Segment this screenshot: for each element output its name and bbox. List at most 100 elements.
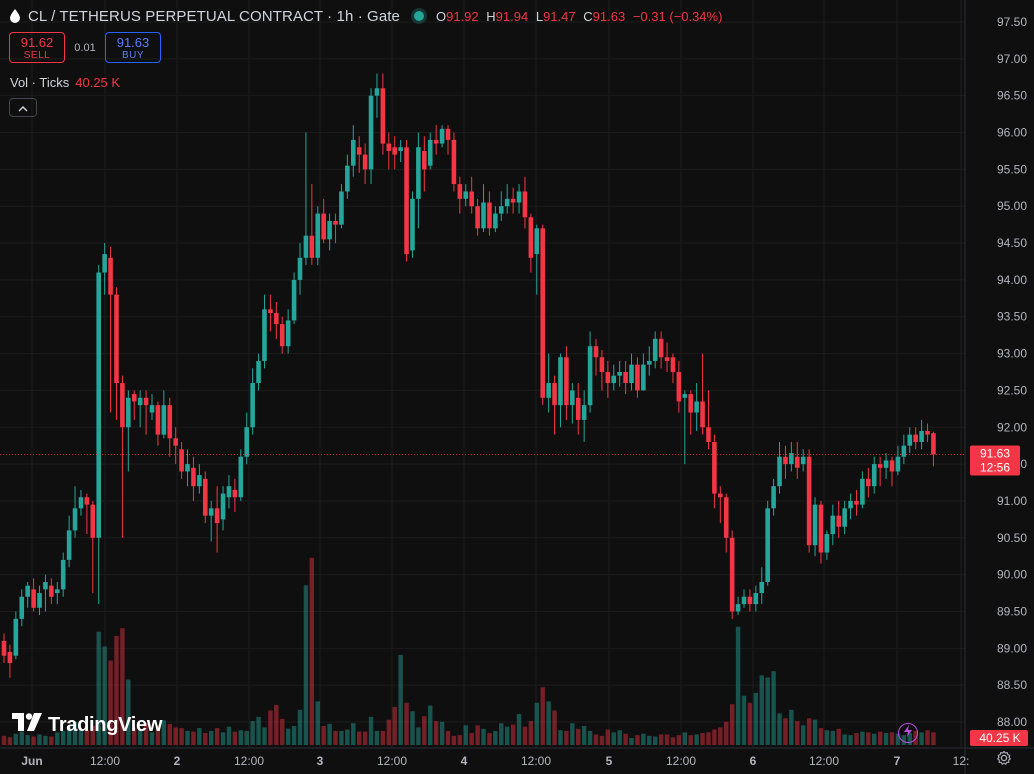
last-price-label: 91.63 bbox=[980, 447, 1010, 461]
candle bbox=[362, 143, 368, 185]
candle bbox=[120, 375, 125, 538]
volume-bar bbox=[315, 701, 320, 745]
candle-body bbox=[49, 585, 54, 597]
symbol-title[interactable]: CL / TETHERUS PERPETUAL CONTRACT · 1h · … bbox=[28, 7, 400, 25]
price-tick-label: 88.00 bbox=[997, 715, 1027, 729]
candle bbox=[617, 360, 622, 387]
candle bbox=[143, 390, 149, 435]
volume-bar bbox=[238, 730, 243, 745]
volume-bar bbox=[451, 735, 457, 745]
volume-bar bbox=[37, 734, 42, 745]
candle-body bbox=[848, 500, 853, 509]
time-tick-label: 3 bbox=[317, 754, 324, 768]
volume-legend[interactable]: Vol · Ticks 40.25 K bbox=[10, 75, 120, 90]
candle-body bbox=[741, 596, 747, 605]
volume-bar bbox=[617, 730, 622, 745]
candle bbox=[214, 486, 220, 553]
volume-bar bbox=[570, 723, 575, 745]
candle bbox=[534, 224, 540, 295]
sell-button[interactable]: 91.62 SELL bbox=[9, 32, 65, 63]
candle bbox=[321, 198, 326, 244]
price-tick-label: 89.00 bbox=[997, 641, 1027, 655]
volume-bar bbox=[540, 687, 545, 745]
time-tick-label: 12:00 bbox=[377, 754, 407, 768]
candle bbox=[558, 353, 563, 428]
volume-bar bbox=[670, 737, 676, 745]
candle bbox=[445, 125, 451, 155]
collapse-legend-button[interactable] bbox=[9, 98, 37, 117]
chart-settings-button[interactable] bbox=[995, 750, 1013, 769]
candle bbox=[794, 442, 800, 479]
candle-body bbox=[635, 364, 640, 391]
market-status-dot bbox=[413, 11, 424, 21]
buy-button[interactable]: 91.63 BUY bbox=[105, 32, 161, 63]
candle-body bbox=[427, 139, 433, 166]
candle-body bbox=[641, 364, 646, 391]
volume-bar bbox=[593, 734, 599, 745]
sell-price: 91.62 bbox=[20, 35, 54, 50]
volume-bar bbox=[493, 730, 498, 745]
candle-body bbox=[605, 372, 611, 384]
volume-legend-label: Vol · Ticks bbox=[10, 75, 70, 90]
volume-bar bbox=[877, 731, 883, 745]
candle-body bbox=[587, 346, 593, 406]
tradingview-logo-text: TradingView bbox=[48, 713, 163, 736]
candle-body bbox=[167, 405, 173, 439]
close-value: 91.63 bbox=[592, 8, 626, 24]
candle-body bbox=[25, 585, 30, 597]
volume-bar bbox=[61, 730, 66, 745]
candle-body bbox=[901, 445, 907, 457]
candle bbox=[771, 478, 776, 516]
candle-body bbox=[540, 228, 546, 398]
candle bbox=[540, 224, 546, 406]
candle bbox=[72, 486, 78, 538]
volume-bar bbox=[658, 734, 664, 745]
candle bbox=[522, 176, 528, 229]
candle bbox=[860, 471, 865, 509]
candle-body bbox=[919, 430, 924, 442]
candle bbox=[309, 184, 315, 266]
volume-bar bbox=[321, 726, 326, 745]
candle-body bbox=[120, 383, 125, 428]
candle-body bbox=[575, 397, 581, 420]
volume-bar bbox=[244, 730, 249, 745]
spread-value: 0.01 bbox=[74, 41, 96, 54]
volume-bar bbox=[108, 660, 113, 745]
price-tick-label: 94.00 bbox=[997, 273, 1027, 287]
volume-bar bbox=[623, 733, 628, 745]
volume-bar bbox=[516, 714, 522, 745]
candle-body bbox=[599, 357, 605, 372]
candle bbox=[688, 390, 694, 435]
candle bbox=[274, 302, 279, 339]
candle-body bbox=[735, 604, 741, 612]
volume-bar bbox=[753, 692, 759, 745]
candle-body bbox=[812, 504, 818, 546]
tradingview-logo[interactable]: TradingView bbox=[12, 713, 162, 737]
volume-bar bbox=[102, 646, 107, 745]
price-axis[interactable]: 97.50 97.00 96.50 96.00 95.50 95.00 94.50 94.00… bbox=[970, 15, 1028, 746]
candle-body bbox=[718, 493, 723, 498]
candle-body bbox=[836, 515, 842, 527]
volume-bar bbox=[700, 733, 705, 745]
candle bbox=[327, 213, 332, 251]
candle-body bbox=[931, 433, 936, 455]
candle bbox=[700, 353, 705, 435]
volume-bar bbox=[599, 735, 605, 745]
volume-bar bbox=[179, 728, 184, 745]
candle bbox=[386, 132, 392, 170]
volume-bar bbox=[114, 635, 119, 745]
candle bbox=[108, 246, 113, 413]
candle-body bbox=[925, 430, 930, 435]
lightning-button[interactable] bbox=[898, 723, 918, 743]
volume-bar bbox=[268, 710, 273, 745]
candle bbox=[889, 456, 895, 487]
volume-bar bbox=[475, 725, 480, 745]
candle-body bbox=[102, 254, 107, 273]
volume-bar bbox=[830, 730, 835, 745]
candle bbox=[7, 644, 13, 678]
candle bbox=[842, 500, 847, 535]
candle bbox=[433, 125, 439, 155]
volume-bar bbox=[463, 725, 468, 745]
